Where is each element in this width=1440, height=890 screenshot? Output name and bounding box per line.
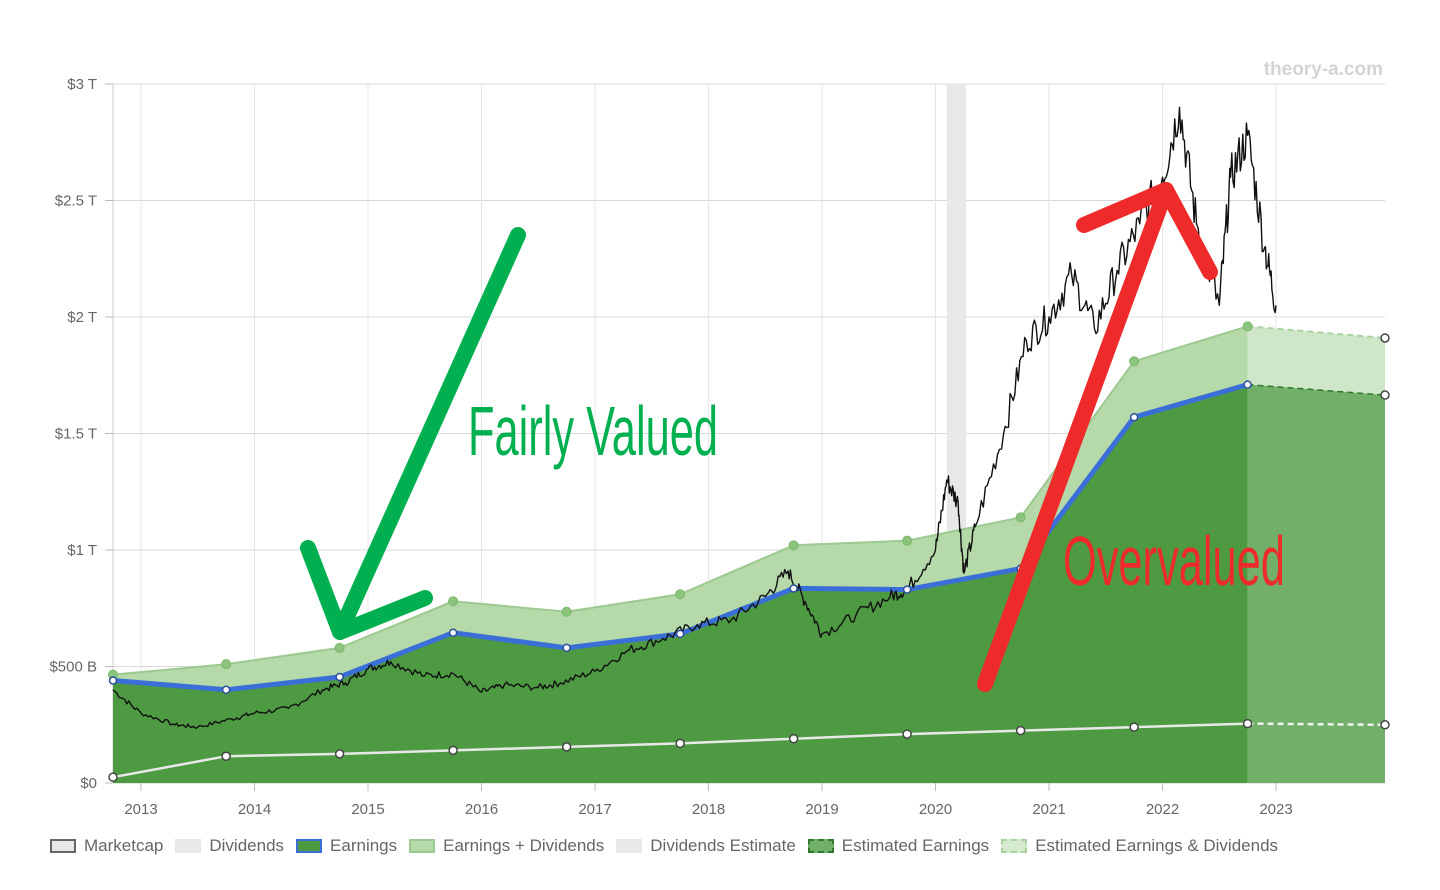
earnings-point	[902, 585, 912, 594]
legend-swatch	[409, 839, 436, 853]
legend-label: Estimated Earnings	[841, 836, 990, 855]
earnings-dividends-point	[561, 606, 572, 617]
earnings-dividends-point	[788, 540, 799, 551]
dividends-point	[561, 742, 572, 752]
annotations: Fairly Valued Overvalued	[300, 182, 1285, 692]
watermark: theory-a.com	[1264, 59, 1383, 80]
legend-swatch	[175, 839, 202, 853]
chart-points	[108, 321, 1390, 782]
series-estimated-earnings-line	[1247, 383, 1386, 396]
earnings-point	[108, 676, 118, 685]
dividends-point	[334, 749, 345, 759]
x-tick-label: 2020	[919, 801, 952, 818]
x-tick-label: 2021	[1032, 801, 1065, 818]
earnings-point	[562, 643, 571, 653]
series-estimated-earnings-dividends-line	[1247, 325, 1386, 339]
dividends-point	[788, 733, 799, 744]
overvalued-arrow-shaft	[977, 182, 1174, 692]
legend-label: Estimated Earnings & Dividends	[1035, 836, 1279, 855]
y-tick-label: $1 T	[67, 542, 97, 559]
y-tick-label: $2 T	[67, 309, 97, 326]
x-tick-label: 2016	[465, 801, 498, 818]
y-tick-label: $500 B	[49, 659, 97, 676]
earnings-dividends-point	[448, 596, 459, 607]
estimate-point	[1380, 333, 1390, 343]
legend-label: Earnings	[330, 836, 398, 855]
legend-swatch	[296, 839, 323, 853]
x-tick-label: 2022	[1146, 801, 1179, 818]
legend-item-dividends[interactable]: Dividends	[175, 836, 284, 856]
earnings-point	[221, 685, 231, 695]
legend-item-marketcap[interactable]: Marketcap	[50, 836, 163, 856]
dividends-point	[1015, 725, 1026, 736]
legend-item-estimated-earnings[interactable]: Estimated Earnings	[807, 836, 990, 856]
x-tick-label: 2023	[1259, 801, 1292, 818]
dividends-point	[902, 729, 912, 739]
overvalued-label: Overvalued	[1063, 522, 1285, 600]
x-axis: 2013 2014 2015 2016 2017 2018 2019 2020 2021 2022…	[124, 783, 1293, 818]
x-tick-label: 2014	[238, 801, 271, 818]
x-tick-label: 2017	[578, 801, 611, 818]
earnings-point	[335, 672, 344, 682]
dividends-point	[1129, 722, 1139, 732]
estimate-point	[1380, 390, 1390, 400]
earnings-dividends-point	[675, 589, 686, 600]
series-earnings-area	[113, 384, 1248, 783]
earnings-point	[1243, 380, 1252, 389]
earnings-dividends-point	[1242, 321, 1253, 332]
legend-item-dividends-estimate[interactable]: Dividends Estimate	[616, 836, 796, 856]
earnings-dividends-point	[902, 535, 913, 546]
earnings-dividends-point	[1015, 512, 1026, 523]
x-tick-label: 2019	[805, 801, 838, 818]
earnings-dividends-point	[221, 659, 232, 670]
y-tick-label: $0	[80, 775, 97, 792]
legend-label: Earnings + Dividends	[443, 836, 605, 855]
legend-swatch	[1001, 839, 1028, 853]
chart-areas	[113, 84, 1385, 783]
legend-label: Dividends	[209, 836, 285, 855]
dividends-point	[108, 772, 118, 782]
x-tick-label: 2013	[124, 801, 157, 818]
y-tick-label: $2.5 T	[55, 193, 97, 210]
legend-item-earnings-dividends[interactable]: Earnings + Dividends	[409, 836, 604, 856]
earnings-dividends-point	[334, 642, 345, 653]
fairly-valued-label: Fairly Valued	[468, 392, 718, 470]
dividends-point	[675, 738, 685, 749]
chart-legend: Marketcap Dividends Earnings Earnings + Div…	[50, 836, 1290, 856]
y-axis: $0 $500 B $1 T $1.5 T $2 T $2.5 T $3 T	[49, 76, 113, 792]
x-tick-label: 2015	[351, 801, 384, 818]
series-dividends-estimate-line	[1247, 722, 1386, 727]
x-tick-label: 2018	[692, 801, 725, 818]
legend-item-estimated-earnings-dividends[interactable]: Estimated Earnings & Dividends	[1001, 836, 1278, 856]
chart-canvas: $0$500 B$1 T$1.5 T$2 T$2.5 T$3 T 2013 201…	[49, 59, 1390, 818]
dividends-point	[448, 745, 458, 756]
estimate-point	[1380, 720, 1390, 730]
legend-label: Dividends Estimate	[650, 836, 796, 855]
fairly-valued-arrow-shaft	[332, 227, 526, 640]
y-tick-label: $3 T	[67, 76, 97, 93]
dividends-point	[221, 751, 231, 761]
legend-swatch	[50, 839, 76, 853]
earnings-point	[448, 628, 458, 637]
earnings-dividends-point	[1129, 356, 1140, 367]
legend-swatch	[807, 839, 834, 853]
earnings-point	[1129, 412, 1139, 422]
series-marketcap-line	[112, 106, 1277, 729]
overvalued-arrow-head	[1076, 182, 1218, 280]
earnings-point	[789, 584, 798, 593]
legend-item-earnings[interactable]: Earnings	[296, 836, 397, 856]
y-tick-label: $1.5 T	[55, 426, 97, 443]
dividends-point	[1242, 718, 1253, 729]
legend-swatch	[616, 839, 643, 853]
series-estimated-earnings-area	[1247, 384, 1385, 783]
earnings-point	[675, 629, 685, 639]
fairly-valued-arrow-head	[300, 540, 433, 640]
legend-label: Marketcap	[84, 836, 164, 855]
